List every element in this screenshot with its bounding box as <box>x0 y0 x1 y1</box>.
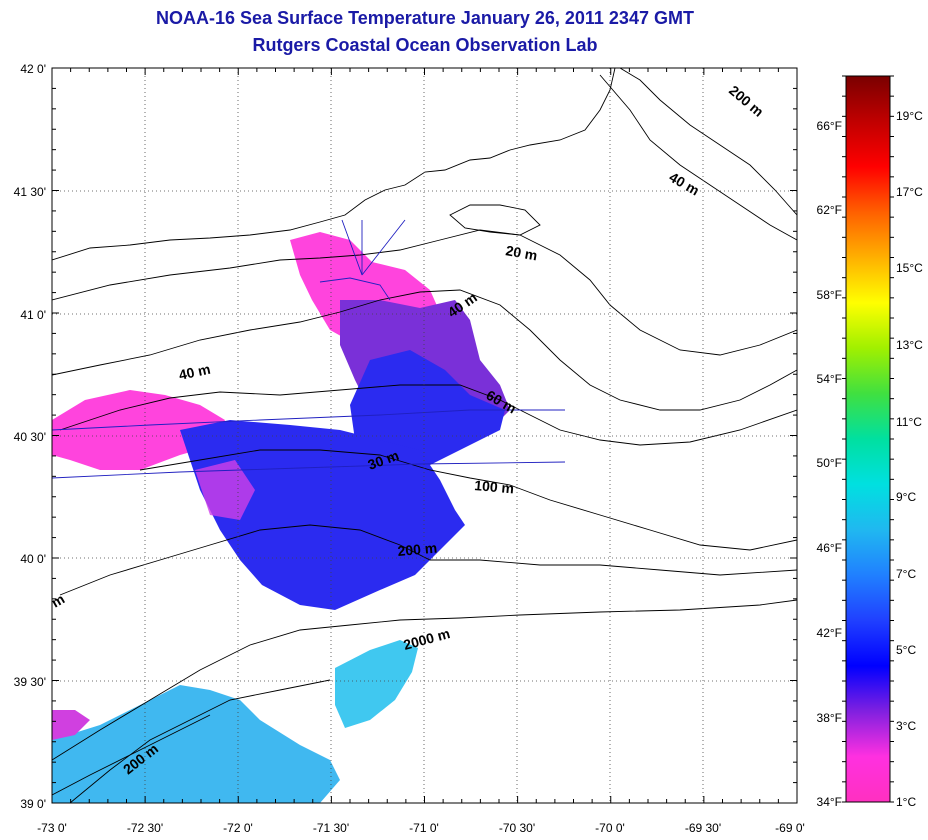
lon-label: -69 30' <box>685 821 721 835</box>
contour-200m-east <box>619 68 797 216</box>
contour-200m <box>59 524 797 596</box>
lon-label: -72 0' <box>223 821 253 835</box>
lat-label: 40 0' <box>20 552 46 566</box>
lon-label: -71 0' <box>409 821 439 835</box>
fahrenheit-label: 50°F <box>817 456 842 470</box>
contour-200m-sw <box>52 714 211 796</box>
sst-patch-pink-southwest <box>52 710 90 740</box>
axis-ticks <box>51 67 798 804</box>
sst-patch-pink-edge <box>195 460 255 520</box>
sst-patch-pink-west <box>52 390 225 470</box>
lat-label: 41 0' <box>20 308 46 322</box>
sst-patch-blue-south <box>180 420 465 610</box>
colorbar-ticks <box>842 75 894 803</box>
contour-60m <box>59 384 797 446</box>
fahrenheit-label: 38°F <box>817 711 842 725</box>
depth-label: 200 m <box>397 540 438 559</box>
lat-axis-labels: 42 0' 41 30' 41 0' 40 30' 40 0' 39 30' 3… <box>14 62 46 811</box>
lon-axis-labels: -73 0' -72 30' -72 0' -71 30' -71 0' -70… <box>37 821 805 835</box>
celsius-label: 9°C <box>896 490 916 504</box>
contour-layer <box>52 68 797 803</box>
celsius-label: 11°C <box>896 415 922 429</box>
celsius-label: 15°C <box>896 261 923 275</box>
fahrenheit-label: 34°F <box>817 795 842 809</box>
contour-40m-east <box>599 74 797 241</box>
lat-label: 39 30' <box>14 675 46 689</box>
lat-label: 42 0' <box>20 62 46 76</box>
transect-line-north <box>52 409 565 431</box>
sst-data-layer <box>52 232 510 803</box>
celsius-label: 13°C <box>896 338 923 352</box>
colorbar-celsius-labels: 19°C 17°C 15°C 13°C 11°C 9°C 7°C 5°C 3°C… <box>896 109 923 809</box>
celsius-label: 19°C <box>896 109 923 123</box>
contour-100m <box>139 449 797 551</box>
fahrenheit-label: 46°F <box>817 541 842 555</box>
fahrenheit-label: 42°F <box>817 626 842 640</box>
lon-label: -69 0' <box>775 821 805 835</box>
map-subtitle: Rutgers Coastal Ocean Observation Lab <box>252 35 598 55</box>
celsius-label: 7°C <box>896 567 916 581</box>
coastline <box>52 68 616 261</box>
fahrenheit-label: 62°F <box>817 203 842 217</box>
sst-patch-cyan-east <box>335 640 418 728</box>
lon-label: -73 0' <box>37 821 67 835</box>
depth-label: 200 m <box>726 82 767 120</box>
depth-label: 40 m <box>667 169 703 199</box>
depth-label: 2000 m <box>402 625 452 653</box>
depth-label: 20 m <box>504 242 538 263</box>
lat-label: 40 30' <box>14 430 46 444</box>
celsius-label: 17°C <box>896 185 923 199</box>
contour-2000m <box>52 599 797 761</box>
celsius-label: 5°C <box>896 643 916 657</box>
sst-patch-blue-center <box>350 350 505 470</box>
transect-line-south <box>52 461 566 479</box>
lon-label: -70 30' <box>499 821 535 835</box>
fahrenheit-label: 54°F <box>817 372 842 386</box>
celsius-label: 1°C <box>896 795 916 809</box>
lon-label: -70 0' <box>595 821 625 835</box>
transect-fan-lines <box>319 219 406 301</box>
coastline-island <box>449 204 541 236</box>
lon-label: -71 30' <box>313 821 349 835</box>
lat-label: 39 0' <box>20 797 46 811</box>
colorbar-fahrenheit-labels: 66°F 62°F 58°F 54°F 50°F 46°F 42°F 38°F … <box>817 119 842 809</box>
contour-shelf-break <box>69 679 331 803</box>
celsius-label: 3°C <box>896 719 916 733</box>
map-title: NOAA-16 Sea Surface Temperature January … <box>156 8 694 28</box>
depth-label: 40 m <box>177 361 212 383</box>
lat-label: 41 30' <box>14 185 46 199</box>
contour-20m <box>52 229 797 356</box>
depth-label: 100 m <box>474 477 515 496</box>
fahrenheit-label: 66°F <box>817 119 842 133</box>
colorbar <box>845 75 891 803</box>
contour-40m <box>52 289 797 411</box>
lon-label: -72 30' <box>127 821 163 835</box>
graticule <box>52 68 797 803</box>
fahrenheit-label: 58°F <box>817 288 842 302</box>
sst-patch-cyan-southwest <box>52 685 340 803</box>
depth-labels: 200 m 40 m 20 m 40 m 40 m 60 m 30 m 100 … <box>49 82 767 777</box>
